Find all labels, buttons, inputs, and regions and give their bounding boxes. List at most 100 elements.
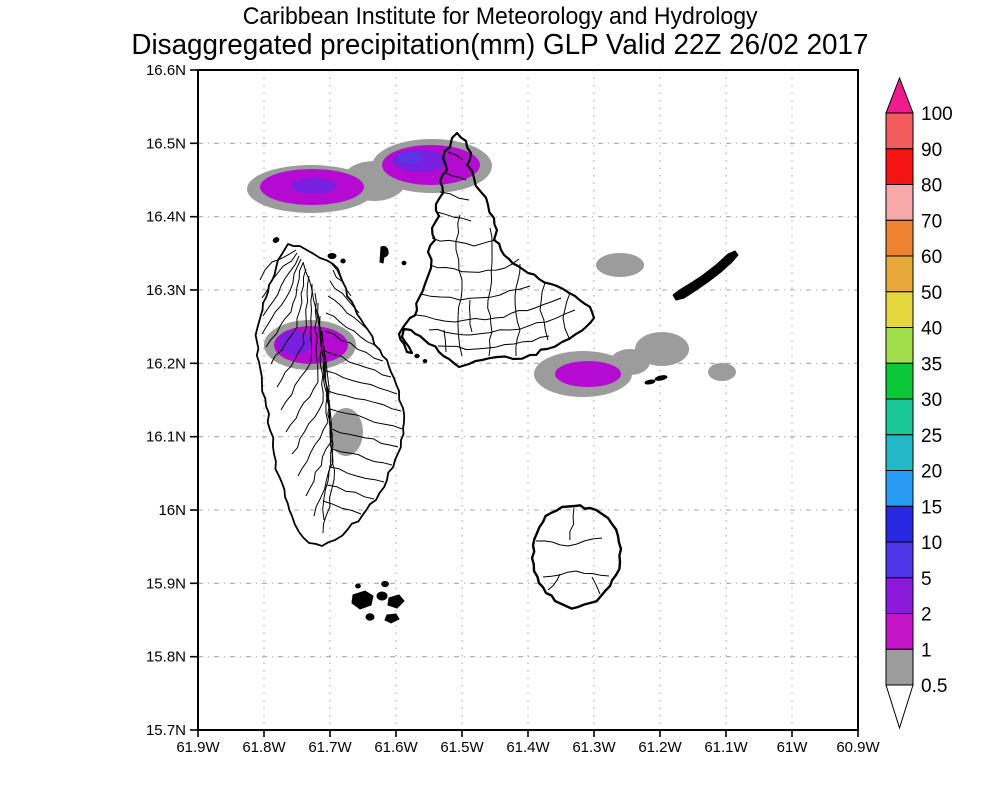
islets: [272, 237, 739, 624]
color-scale-label: 35: [921, 354, 942, 375]
color-scale-label: 50: [921, 283, 942, 304]
precip-cell-peak: [397, 152, 423, 164]
watershed-line: [420, 285, 531, 301]
watershed-line: [291, 302, 324, 455]
precip-cell-mid: [555, 361, 621, 387]
watershed-line: [455, 214, 463, 357]
lat-tick-label: 16.3N: [146, 282, 186, 299]
color-scale-label: 15: [921, 497, 942, 518]
watershed-line: [539, 282, 549, 341]
coast-basse-terre: [254, 243, 406, 547]
watershed-line: [261, 252, 298, 299]
color-scale-box: [885, 577, 914, 615]
islet: [422, 359, 428, 363]
color-scale-box: [885, 541, 914, 579]
lat-tick-label: 15.7N: [146, 722, 186, 739]
watershed-line: [322, 500, 362, 515]
coast-marie-galante: [530, 504, 623, 610]
watershed-line: [439, 191, 470, 201]
watershed-line: [487, 227, 493, 357]
watershed-line: [280, 283, 313, 411]
lon-axis-labels: 61.9W 61.8W 61.7W 61.6W 61.5W 61.4W 61.3…: [176, 739, 880, 756]
watershed-line: [327, 390, 402, 412]
color-scale-label: 0.5: [921, 676, 947, 697]
lat-tick-label: 15.8N: [146, 649, 186, 666]
color-scale-box: [885, 434, 914, 472]
lon-tick-label: 61.6W: [374, 739, 418, 756]
watershed-line: [329, 466, 385, 483]
watershed-line: [325, 370, 398, 395]
watershed-line: [431, 237, 497, 247]
watershed-line: [265, 262, 304, 348]
watershed-line: [325, 312, 376, 346]
islet: [414, 353, 420, 359]
lat-axis-labels: 16.6N 16.5N 16.4N 16.3N 16.2N 16.1N 16N …: [146, 62, 186, 739]
watershed-line: [302, 261, 333, 521]
watershed-line: [332, 269, 352, 297]
color-scale-label: 25: [921, 426, 942, 447]
watershed-line: [562, 292, 571, 339]
islet: [384, 613, 400, 624]
watershed-line: [324, 330, 384, 362]
color-scale-over-arrow: [885, 76, 914, 114]
islet: [401, 260, 407, 266]
watershed-line: [329, 280, 360, 314]
lat-tick-label: 16N: [158, 502, 186, 519]
watershed-line: [324, 350, 392, 378]
watershed-line: [428, 309, 576, 336]
islet: [340, 258, 346, 264]
lat-tick-label: 16.4N: [146, 209, 186, 226]
color-scale-box: [885, 219, 914, 257]
watershed-line: [259, 249, 297, 281]
precip-cell-low: [329, 408, 363, 456]
color-scale-box: [885, 613, 914, 650]
watershed-line: [436, 211, 472, 222]
watershed-line: [261, 258, 302, 335]
islet: [327, 253, 337, 259]
watershed-line: [443, 329, 447, 353]
islet: [355, 583, 361, 589]
watershed-line: [285, 292, 319, 433]
color-scale: [885, 76, 914, 730]
islet-kahouanne: [379, 246, 389, 264]
lon-tick-label: 60.9W: [836, 739, 880, 756]
watershed-line: [331, 428, 399, 448]
watershed-line: [270, 268, 307, 365]
color-scale-box: [885, 184, 914, 221]
watershed-line: [327, 295, 368, 330]
precip-cell-low: [596, 253, 644, 277]
axis-ticks: [190, 69, 859, 737]
lat-tick-label: 15.9N: [146, 575, 186, 592]
lat-tick-label: 16.5N: [146, 135, 186, 152]
islet-petite-terre: [654, 375, 668, 381]
lon-tick-label: 61.8W: [242, 739, 286, 756]
watershed-line: [331, 448, 393, 466]
islet-les-saintes: [351, 590, 374, 610]
watershed-line: [330, 262, 342, 280]
watershed-line: [262, 255, 300, 317]
page-title-text: Caribbean Institute for Meteorology and …: [242, 3, 758, 30]
color-scale-box: [885, 327, 914, 364]
watershed-line: [415, 297, 562, 323]
color-scale-label: 100: [921, 104, 953, 125]
color-scale-label: 20: [921, 462, 942, 483]
color-scale-box: [885, 112, 914, 150]
islet: [387, 594, 405, 609]
page-subtitle: Disaggregated precipitation(mm) GLP Vali…: [0, 29, 1000, 62]
color-scale-under-arrow: [885, 684, 914, 730]
color-scale-box: [885, 291, 914, 329]
lon-tick-label: 61W: [777, 739, 809, 756]
color-scale-label: 2: [921, 605, 932, 626]
color-scale-box: [885, 148, 914, 186]
watershed-line: [437, 335, 550, 351]
watershed-line: [469, 299, 473, 333]
lon-tick-label: 61.1W: [704, 739, 748, 756]
lat-tick-label: 16.1N: [146, 429, 186, 446]
islet: [381, 580, 389, 588]
watershed-line: [443, 171, 467, 181]
watershed-line: [447, 151, 464, 161]
lon-tick-label: 61.9W: [176, 739, 220, 756]
watershed-line: [329, 408, 403, 430]
islet: [365, 613, 375, 621]
islet: [272, 237, 280, 243]
